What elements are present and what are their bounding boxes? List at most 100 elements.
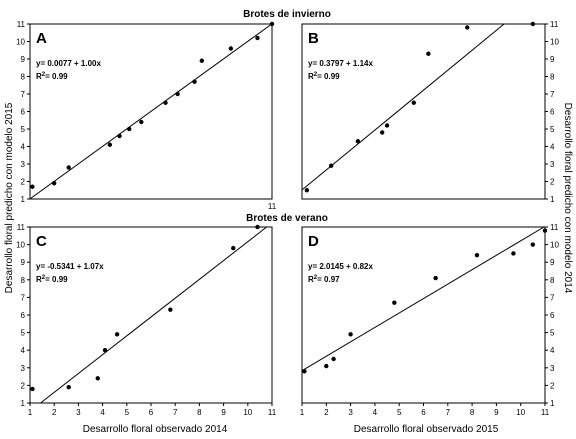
panel-b-data-point bbox=[379, 130, 385, 135]
panel-c-data-point bbox=[66, 384, 71, 390]
panel-d-fit-line bbox=[301, 226, 545, 372]
panel-a-data-point bbox=[107, 142, 113, 147]
panel-a-ytick-label: 5 bbox=[21, 125, 26, 134]
panel-d-xtick-label: 7 bbox=[446, 408, 451, 417]
panel-a-ytick-label: 8 bbox=[21, 73, 26, 82]
panel-c-data-point bbox=[30, 386, 35, 392]
panel-a-data-point bbox=[127, 126, 132, 132]
panel-b-ytick-label: 3 bbox=[550, 160, 555, 169]
panel-d-data-point bbox=[392, 300, 397, 305]
panel-c-xtick-label: 4 bbox=[100, 408, 105, 417]
panel-d-xtick-label: 9 bbox=[494, 408, 499, 417]
panel-c-data-point bbox=[168, 307, 173, 312]
panel-b-ytick-label: 5 bbox=[550, 125, 555, 134]
panel-d-equation: y= 2.0145 + 0.82x bbox=[308, 262, 374, 271]
panel-d-data-point bbox=[324, 363, 329, 369]
panel-c-r-squared: R2= 0.99 bbox=[36, 275, 68, 284]
y-axis-label-right: Desarrollo floral predicho con modelo 20… bbox=[562, 103, 573, 294]
panel-c-data-point bbox=[231, 245, 236, 251]
panel-a-x-max-label: 11 bbox=[268, 202, 277, 211]
panel-c-ytick-label: 6 bbox=[21, 311, 26, 320]
panel-c-xtick-label: 5 bbox=[125, 408, 130, 417]
x-axis-label-right: Desarrollo floral observado 2015 bbox=[354, 424, 499, 435]
panel-a-ytick-label: 10 bbox=[16, 38, 25, 47]
panel-a-ytick-label: 4 bbox=[21, 143, 26, 152]
panel-b-data-point bbox=[530, 21, 536, 27]
panel-a-equation: y= 0.0077 + 1.00x bbox=[36, 59, 102, 68]
panel-b-data-point bbox=[328, 163, 334, 168]
y-axis-label-left: Desarrollo floral predicho con modelo 20… bbox=[4, 102, 15, 293]
panel-b-r-squared: R2= 0.99 bbox=[308, 72, 340, 81]
panel-b-fit-line bbox=[301, 23, 505, 191]
panel-a-data-point bbox=[175, 91, 180, 97]
panel-d-xtick-label: 6 bbox=[421, 408, 426, 417]
panel-d-ytick-label: 10 bbox=[550, 241, 559, 250]
panel-c-ytick-label: 1 bbox=[21, 399, 26, 408]
panel-d-xtick-label: 4 bbox=[373, 408, 378, 417]
panel-c-frame bbox=[29, 226, 273, 404]
panel-c-fit-line bbox=[40, 226, 267, 404]
panel-b: 1 2 3 4 5 6 7 8 9 10 11 By= 0.3797 + 1.14x R2= 0.99 bbox=[301, 20, 559, 204]
panel-c-data-point bbox=[95, 376, 100, 381]
panel-b-data-point bbox=[465, 25, 470, 30]
panel-a-data-point bbox=[228, 46, 234, 51]
panel-b-ytick-label: 10 bbox=[550, 38, 559, 47]
panel-a-letter: A bbox=[36, 30, 47, 47]
panel-a-ytick-label: 6 bbox=[21, 108, 26, 117]
panel-a-ytick-label: 11 bbox=[17, 20, 26, 29]
panel-b-data-point bbox=[384, 123, 390, 128]
panel-d-xtick-label: 11 bbox=[541, 408, 550, 417]
panel-c-data-point bbox=[255, 224, 260, 230]
panel-d-ytick-label: 3 bbox=[550, 364, 555, 373]
panel-d-xtick-label: 8 bbox=[470, 408, 475, 417]
panel-c-ytick-label: 8 bbox=[21, 276, 26, 285]
panel-d-frame bbox=[301, 226, 546, 404]
panel-b-ytick-label: 8 bbox=[550, 73, 555, 82]
panel-d-ytick-label: 8 bbox=[550, 276, 555, 285]
panel-a-data-point bbox=[255, 35, 260, 41]
panel-c-ytick-label: 11 bbox=[17, 223, 26, 232]
panel-c-xtick-label: 10 bbox=[243, 408, 252, 417]
panel-a: 1 2 3 4 5 6 7 8 9 10 11 11 Ay= 0.0077 + 1.00x R2= 0.9… bbox=[16, 20, 277, 211]
panel-c-xtick-label: 11 bbox=[268, 408, 277, 417]
panel-c-xtick-label: 7 bbox=[173, 408, 178, 417]
panel-d-data-point bbox=[511, 251, 516, 256]
panel-c-ytick-label: 5 bbox=[21, 329, 26, 338]
panel-b-ytick-label: 11 bbox=[550, 20, 559, 29]
panel-b-ytick-label: 2 bbox=[550, 178, 555, 187]
panel-c-ytick-label: 9 bbox=[21, 258, 26, 267]
panel-d-ytick-label: 5 bbox=[550, 329, 555, 338]
panel-b-data-point bbox=[411, 100, 416, 105]
panel-d-ytick-label: 4 bbox=[550, 346, 555, 355]
panel-d-xtick-label: 10 bbox=[516, 408, 525, 417]
panel-c-ytick-label: 7 bbox=[21, 293, 26, 302]
panel-d-r-squared: R2= 0.97 bbox=[308, 275, 340, 284]
panel-a-data-point bbox=[30, 184, 35, 189]
panel-c-ytick-label: 4 bbox=[21, 346, 26, 355]
panel-d-data-point bbox=[302, 369, 307, 374]
panel-b-data-point bbox=[355, 139, 361, 144]
panel-a-ytick-label: 3 bbox=[21, 160, 26, 169]
panel-a-data-point bbox=[199, 58, 205, 63]
panel-d-data-point bbox=[474, 252, 480, 258]
panel-d-xtick-label: 2 bbox=[324, 408, 329, 417]
panel-a-data-point bbox=[66, 165, 71, 170]
panel-a-data-point bbox=[52, 181, 57, 186]
panel-d-data-point bbox=[530, 242, 536, 247]
panel-c-ytick-label: 10 bbox=[16, 241, 25, 250]
panel-d-xtick-label: 1 bbox=[300, 408, 305, 417]
panel-a-fit-line bbox=[29, 23, 273, 200]
panel-c-xtick-label: 1 bbox=[28, 408, 33, 417]
x-axis-label-left: Desarrollo floral observado 2014 bbox=[83, 424, 228, 435]
panel-c-ytick-label: 2 bbox=[21, 381, 26, 390]
panel-a-data-point bbox=[192, 79, 197, 84]
panel-b-data-point bbox=[304, 188, 310, 193]
panel-b-ytick-label: 7 bbox=[550, 90, 555, 99]
panel-c-equation: y= -0.5341 + 1.07x bbox=[36, 262, 104, 271]
panel-d-ytick-label: 6 bbox=[550, 311, 555, 320]
panel-d-data-point bbox=[331, 356, 336, 362]
